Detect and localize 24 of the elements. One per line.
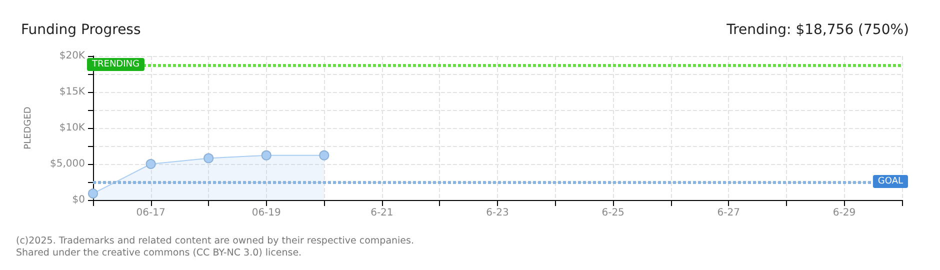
x-tick-label: 6-29	[832, 208, 856, 218]
x-tick-label: 6-21	[370, 208, 394, 218]
ref-line-label: GOAL	[878, 176, 903, 186]
point	[146, 159, 156, 169]
text: (c)2025. Trademarks and related content are owned by their respective companies.	[16, 236, 414, 246]
chart-subtitle: Trending: $18,756 (750%)	[726, 22, 910, 38]
y-tick-label: $5,000	[50, 158, 85, 170]
x-tick-label: 6-27	[717, 208, 740, 218]
x-tick-label: 6-25	[602, 208, 624, 218]
ref-line-label: TRENDING	[91, 59, 140, 70]
point	[319, 150, 330, 160]
y-tick-label: $0	[72, 194, 85, 206]
y-tick-label: $15K	[59, 86, 86, 98]
y-axis-title: PLEDGED	[24, 106, 34, 150]
text: Shared under the creative commons (CC BY-NC 3.0) license.	[16, 248, 302, 258]
x-tick-label: 6-23	[486, 208, 509, 218]
point	[261, 150, 272, 160]
x-tick-label: 06-17	[136, 208, 166, 218]
point	[88, 188, 98, 199]
y-tick-label: $20K	[59, 50, 86, 62]
chart-title: Funding Progress	[21, 22, 141, 38]
x-tick-label: 06-19	[252, 208, 281, 218]
y-tick-label: $10K	[59, 122, 86, 134]
point	[204, 153, 214, 164]
